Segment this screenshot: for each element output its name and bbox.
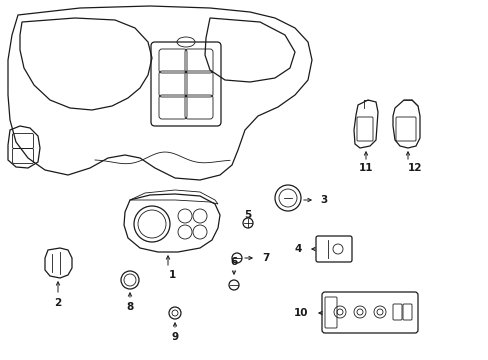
- Text: 12: 12: [407, 163, 421, 173]
- Text: 7: 7: [262, 253, 269, 263]
- Text: 4: 4: [294, 244, 302, 254]
- Text: 11: 11: [358, 163, 372, 173]
- Text: 3: 3: [319, 195, 326, 205]
- Text: 1: 1: [168, 270, 175, 280]
- Text: 10: 10: [293, 308, 307, 318]
- Text: 2: 2: [54, 298, 61, 308]
- Text: 9: 9: [171, 332, 178, 342]
- Text: 5: 5: [244, 210, 251, 220]
- Text: 6: 6: [230, 257, 237, 267]
- Text: 8: 8: [126, 302, 133, 312]
